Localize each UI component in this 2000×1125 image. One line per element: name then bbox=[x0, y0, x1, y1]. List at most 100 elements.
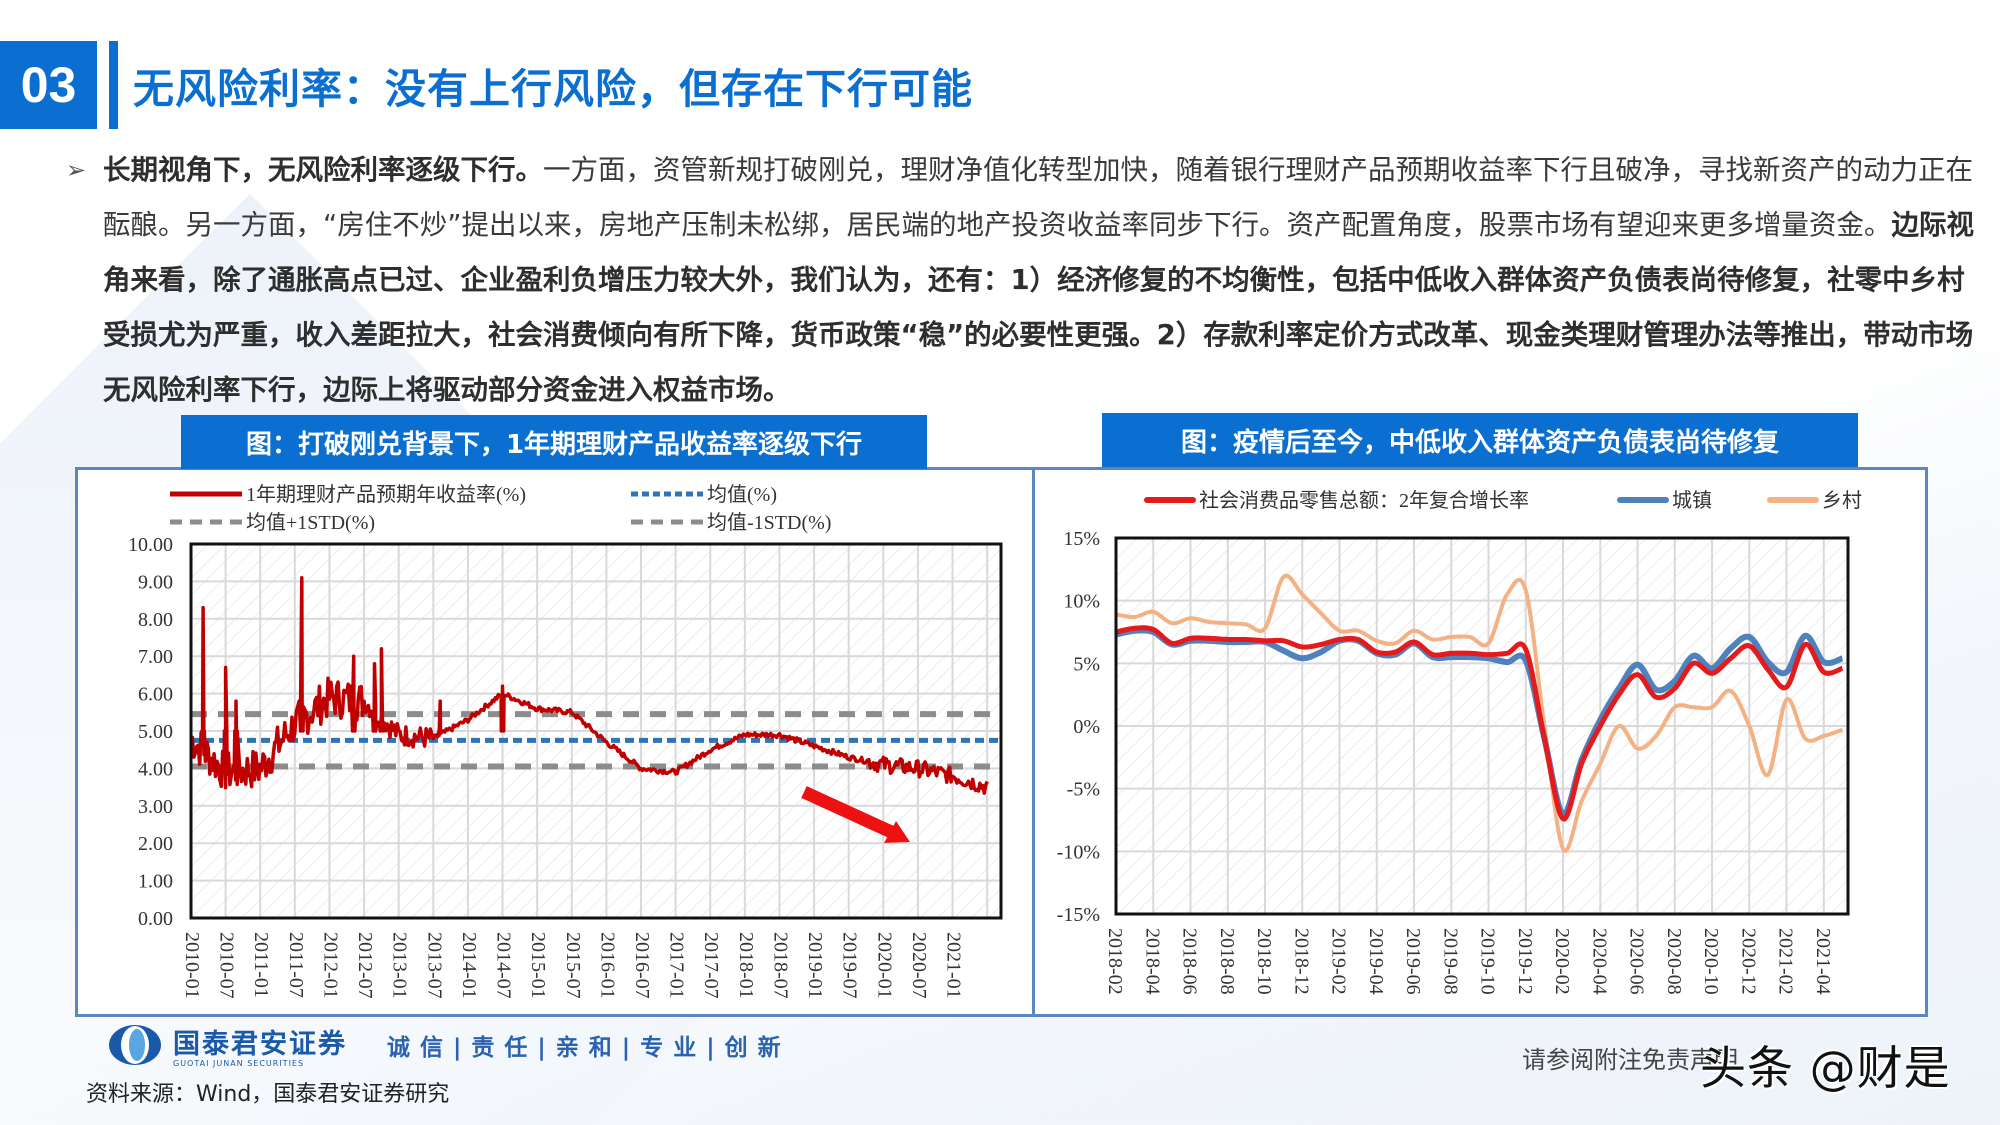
svg-text:2018-08: 2018-08 bbox=[1216, 928, 1238, 995]
right-chart-panel: 社会消费品零售总额：2年复合增长率 城镇 乡村 15% 10% 5% 0% -5% -10% -… bbox=[1032, 467, 1928, 1017]
right-chart-x-axis: 2018-02 2018-04 2018-06 2018-08 2018-10 2018-… bbox=[1104, 928, 1834, 995]
company-logo: 国泰君安证券 GUOTAI JUNAN SECURITIES 诚信|责任|亲和|… bbox=[107, 1022, 791, 1068]
svg-text:2016-07: 2016-07 bbox=[631, 932, 653, 999]
svg-text:2010-01: 2010-01 bbox=[181, 932, 203, 999]
left-chart-y-axis: 10.00 9.00 8.00 7.00 6.00 5.00 4.00 3.00 2.00 1.0… bbox=[128, 534, 173, 930]
svg-text:2021-02: 2021-02 bbox=[1775, 928, 1797, 995]
svg-text:2019-12: 2019-12 bbox=[1514, 928, 1536, 995]
svg-text:2011-01: 2011-01 bbox=[250, 932, 272, 998]
triangle-right-icon: ➢ bbox=[66, 156, 87, 184]
svg-text:2019-02: 2019-02 bbox=[1328, 928, 1350, 995]
svg-text:2020-04: 2020-04 bbox=[1588, 928, 1610, 995]
source-note: 资料来源：Wind，国泰君安证券研究 bbox=[86, 1082, 450, 1107]
svg-text:社会消费品零售总额：2年复合增长率: 社会消费品零售总额：2年复合增长率 bbox=[1199, 489, 1529, 512]
logo-cn-text: 国泰君安证券 bbox=[173, 1029, 347, 1060]
svg-text:2018-01: 2018-01 bbox=[735, 932, 757, 999]
svg-text:2019-07: 2019-07 bbox=[839, 932, 861, 999]
svg-text:2015-07: 2015-07 bbox=[562, 932, 584, 999]
svg-text:2019-10: 2019-10 bbox=[1477, 928, 1499, 995]
svg-text:2011-07: 2011-07 bbox=[285, 932, 307, 998]
watermark: 头条 @财是 bbox=[1700, 1041, 1951, 1095]
right-chart-lines bbox=[1115, 573, 1844, 853]
title-accent-bar bbox=[109, 41, 118, 129]
svg-text:10.00: 10.00 bbox=[128, 534, 173, 556]
left-chart-lines bbox=[189, 575, 1001, 795]
company-slogan: 诚信|责任|亲和|专业|创新 bbox=[387, 1035, 791, 1061]
left-chart-svg: 1年期理财产品预期年收益率(%) 均值(%) 均值+1STD(%) 均值-1STD(%… bbox=[128, 483, 1003, 999]
svg-text:2019-06: 2019-06 bbox=[1402, 928, 1424, 995]
svg-text:1年期理财产品预期年收益率(%): 1年期理财产品预期年收益率(%) bbox=[246, 483, 526, 506]
svg-text:-10%: -10% bbox=[1057, 841, 1100, 863]
svg-text:2019-04: 2019-04 bbox=[1365, 928, 1387, 995]
body-segment-bold-1: 长期视角下，无风险利率逐级下行。 bbox=[103, 154, 543, 186]
logo-en-text: GUOTAI JUNAN SECURITIES bbox=[173, 1059, 305, 1068]
svg-text:2020-10: 2020-10 bbox=[1700, 928, 1722, 995]
logo-mark-icon bbox=[107, 1023, 163, 1067]
svg-text:2019-01: 2019-01 bbox=[804, 932, 826, 999]
svg-text:0.00: 0.00 bbox=[138, 908, 173, 930]
svg-text:7.00: 7.00 bbox=[138, 646, 173, 668]
right-chart-grid bbox=[1116, 538, 1848, 914]
left-chart-banner: 图：打破刚兑背景下，1年期理财产品收益率逐级下行 bbox=[181, 415, 927, 469]
svg-text:2018-12: 2018-12 bbox=[1290, 928, 1312, 995]
svg-text:2010-07: 2010-07 bbox=[216, 932, 238, 999]
svg-text:2014-07: 2014-07 bbox=[493, 932, 515, 999]
svg-text:-5%: -5% bbox=[1067, 779, 1100, 801]
svg-text:2015-01: 2015-01 bbox=[527, 932, 549, 999]
svg-text:2018-07: 2018-07 bbox=[769, 932, 791, 999]
svg-text:2021-04: 2021-04 bbox=[1812, 928, 1834, 995]
down-arrow-icon bbox=[801, 786, 910, 843]
svg-text:2018-04: 2018-04 bbox=[1141, 928, 1163, 995]
svg-text:2020-02: 2020-02 bbox=[1551, 928, 1573, 995]
page-title: 无风险利率：没有上行风险，但存在下行可能 bbox=[133, 65, 973, 113]
svg-text:3.00: 3.00 bbox=[138, 796, 173, 818]
svg-text:均值(%): 均值(%) bbox=[707, 483, 777, 506]
body-paragraph-text: 长期视角下，无风险利率逐级下行。一方面，资管新规打破刚兑，理财净值化转型加快，随… bbox=[103, 143, 1976, 418]
svg-text:9.00: 9.00 bbox=[138, 571, 173, 593]
section-number-badge: 03 bbox=[0, 41, 97, 129]
left-chart-panel: 1年期理财产品预期年收益率(%) 均值(%) 均值+1STD(%) 均值-1STD(%… bbox=[75, 467, 1035, 1017]
svg-text:城镇: 城镇 bbox=[1672, 489, 1712, 512]
body-paragraph: ➢ 长期视角下，无风险利率逐级下行。一方面，资管新规打破刚兑，理财净值化转型加快… bbox=[66, 143, 1976, 418]
svg-text:2020-08: 2020-08 bbox=[1663, 928, 1685, 995]
svg-text:10%: 10% bbox=[1063, 591, 1100, 613]
svg-text:0%: 0% bbox=[1073, 716, 1100, 738]
svg-text:2018-02: 2018-02 bbox=[1104, 928, 1126, 995]
svg-text:2019-08: 2019-08 bbox=[1439, 928, 1461, 995]
svg-text:2017-01: 2017-01 bbox=[666, 932, 688, 999]
svg-text:2020-01: 2020-01 bbox=[873, 932, 895, 999]
svg-text:2013-07: 2013-07 bbox=[423, 932, 445, 999]
svg-text:2013-01: 2013-01 bbox=[389, 932, 411, 999]
svg-text:均值-1STD(%): 均值-1STD(%) bbox=[707, 511, 831, 534]
svg-text:均值+1STD(%): 均值+1STD(%) bbox=[246, 511, 375, 534]
svg-text:2020-06: 2020-06 bbox=[1626, 928, 1648, 995]
right-chart-y-axis: 15% 10% 5% 0% -5% -10% -15% bbox=[1057, 528, 1100, 926]
right-chart-banner: 图：疫情后至今，中低收入群体资产负债表尚待修复 bbox=[1102, 413, 1858, 467]
right-chart-legend: 社会消费品零售总额：2年复合增长率 城镇 乡村 bbox=[1144, 489, 1862, 512]
svg-text:2.00: 2.00 bbox=[138, 833, 173, 855]
body-segment-bold-3: 边际视角来看，除了通胀高点已过、企业盈利负增压力较大外，我们认为，还有：1）经济… bbox=[103, 209, 1974, 406]
svg-text:2016-01: 2016-01 bbox=[596, 932, 618, 999]
svg-text:2018-06: 2018-06 bbox=[1179, 928, 1201, 995]
left-chart-legend: 1年期理财产品预期年收益率(%) 均值(%) 均值+1STD(%) 均值-1STD(%… bbox=[170, 483, 831, 534]
svg-text:1.00: 1.00 bbox=[138, 871, 173, 893]
svg-text:2012-07: 2012-07 bbox=[354, 932, 376, 999]
svg-text:2021-01: 2021-01 bbox=[943, 932, 965, 999]
svg-text:4.00: 4.00 bbox=[138, 758, 173, 780]
svg-text:2018-10: 2018-10 bbox=[1253, 928, 1275, 995]
svg-text:2012-01: 2012-01 bbox=[319, 932, 341, 999]
svg-text:8.00: 8.00 bbox=[138, 609, 173, 631]
svg-text:2020-07: 2020-07 bbox=[908, 932, 930, 999]
svg-text:2014-01: 2014-01 bbox=[458, 932, 480, 999]
svg-text:5%: 5% bbox=[1073, 653, 1100, 675]
svg-text:2017-07: 2017-07 bbox=[700, 932, 722, 999]
svg-text:-15%: -15% bbox=[1057, 904, 1100, 926]
svg-text:6.00: 6.00 bbox=[138, 684, 173, 706]
right-chart-svg: 社会消费品零售总额：2年复合增长率 城镇 乡村 15% 10% 5% 0% -5% -10% -… bbox=[1057, 489, 1862, 995]
body-segment-2: 一方面，资管新规打破刚兑，理财净值化转型加快，随着银行理财产品预期收益率下行且破… bbox=[103, 154, 1973, 241]
svg-text:5.00: 5.00 bbox=[138, 721, 173, 743]
svg-text:2020-12: 2020-12 bbox=[1737, 928, 1759, 995]
svg-text:乡村: 乡村 bbox=[1822, 489, 1862, 512]
left-chart-x-axis: 2010-01 2010-07 2011-01 2011-07 2012-01 2012-… bbox=[181, 932, 965, 999]
svg-text:15%: 15% bbox=[1063, 528, 1100, 550]
